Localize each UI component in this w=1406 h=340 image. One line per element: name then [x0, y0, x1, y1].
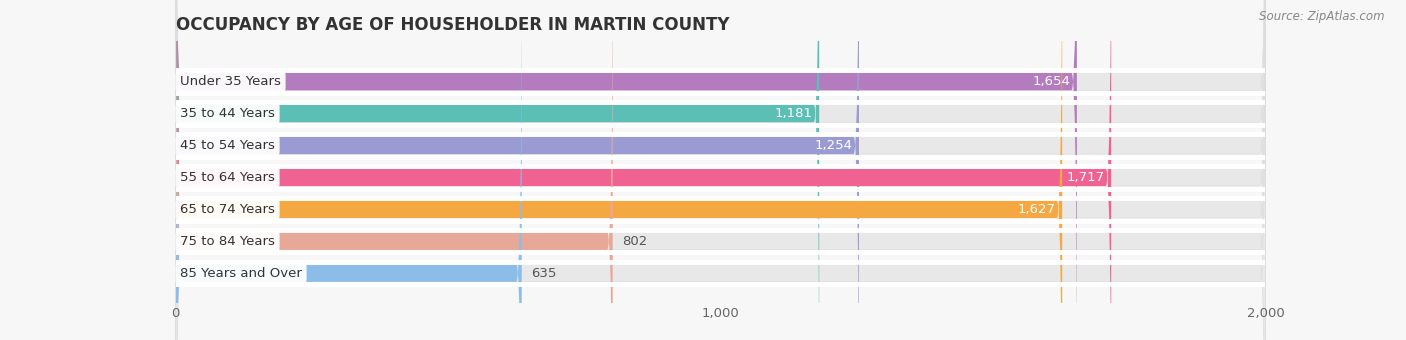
Text: 1,627: 1,627: [1018, 203, 1056, 216]
FancyBboxPatch shape: [176, 0, 1111, 340]
FancyBboxPatch shape: [176, 0, 1265, 340]
FancyBboxPatch shape: [176, 0, 613, 340]
Text: 802: 802: [623, 235, 648, 248]
Text: 55 to 64 Years: 55 to 64 Years: [180, 171, 276, 184]
FancyBboxPatch shape: [176, 0, 1077, 340]
Text: OCCUPANCY BY AGE OF HOUSEHOLDER IN MARTIN COUNTY: OCCUPANCY BY AGE OF HOUSEHOLDER IN MARTI…: [176, 16, 730, 34]
Text: 635: 635: [531, 267, 557, 279]
Text: 75 to 84 Years: 75 to 84 Years: [180, 235, 276, 248]
Text: 1,181: 1,181: [775, 107, 813, 120]
FancyBboxPatch shape: [176, 0, 522, 340]
Text: 45 to 54 Years: 45 to 54 Years: [180, 139, 276, 152]
FancyBboxPatch shape: [176, 0, 859, 340]
Text: 85 Years and Over: 85 Years and Over: [180, 267, 302, 279]
Text: 35 to 44 Years: 35 to 44 Years: [180, 107, 276, 120]
Text: 1,254: 1,254: [814, 139, 852, 152]
FancyBboxPatch shape: [176, 0, 1265, 340]
FancyBboxPatch shape: [176, 0, 1265, 340]
FancyBboxPatch shape: [176, 0, 1265, 340]
Text: Under 35 Years: Under 35 Years: [180, 75, 281, 88]
FancyBboxPatch shape: [176, 0, 1265, 340]
Text: 65 to 74 Years: 65 to 74 Years: [180, 203, 276, 216]
FancyBboxPatch shape: [176, 0, 1265, 340]
Text: Source: ZipAtlas.com: Source: ZipAtlas.com: [1260, 10, 1385, 23]
FancyBboxPatch shape: [176, 0, 820, 340]
FancyBboxPatch shape: [176, 0, 1062, 340]
Text: 1,654: 1,654: [1032, 75, 1070, 88]
FancyBboxPatch shape: [176, 0, 1265, 340]
Text: 1,717: 1,717: [1067, 171, 1105, 184]
